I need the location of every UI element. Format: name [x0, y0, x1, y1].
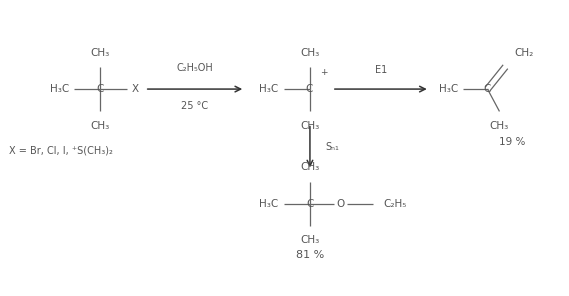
Text: Sₙ₁: Sₙ₁: [325, 142, 339, 152]
Text: C₂H₅OH: C₂H₅OH: [176, 63, 213, 73]
Text: C: C: [306, 199, 314, 209]
Text: CH₃: CH₃: [300, 120, 320, 131]
Text: E1: E1: [374, 65, 387, 75]
Text: +: +: [320, 68, 327, 77]
Text: C: C: [305, 84, 312, 94]
Text: C: C: [97, 84, 104, 94]
Text: H₃C: H₃C: [439, 84, 459, 94]
Text: CH₃: CH₃: [490, 120, 509, 131]
Text: H₃C: H₃C: [50, 84, 69, 94]
Text: CH₃: CH₃: [300, 48, 320, 58]
Text: H₃C: H₃C: [259, 84, 279, 94]
Text: CH₃: CH₃: [300, 163, 320, 172]
Text: CH₂: CH₂: [514, 48, 534, 58]
Text: 25 °C: 25 °C: [182, 101, 208, 111]
Text: 81 %: 81 %: [296, 250, 324, 260]
Text: CH₃: CH₃: [91, 48, 110, 58]
Text: X: X: [132, 84, 139, 94]
Text: O: O: [336, 199, 345, 209]
Text: CH₃: CH₃: [300, 235, 320, 245]
Text: 19 %: 19 %: [499, 137, 526, 147]
Text: H₃C: H₃C: [259, 199, 279, 209]
Text: C₂H₅: C₂H₅: [384, 199, 407, 209]
Text: X = Br, Cl, I, ⁺S(CH₃)₂: X = Br, Cl, I, ⁺S(CH₃)₂: [9, 145, 113, 155]
Text: C: C: [484, 84, 491, 94]
Text: CH₃: CH₃: [91, 120, 110, 131]
